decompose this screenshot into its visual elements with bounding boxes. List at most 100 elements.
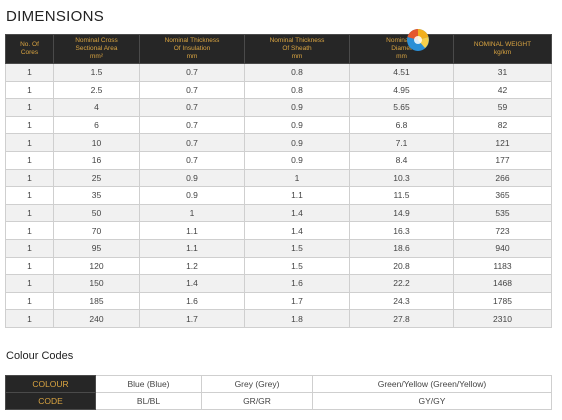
cell-sheath: 1 (244, 168, 350, 188)
cell-weight: 365 (453, 186, 552, 205)
cell-insulation: 0.7 (139, 115, 245, 135)
cell-insulation: 1.1 (139, 221, 245, 240)
cell-insulation: 1 (139, 203, 245, 223)
code-value: GR/GR (201, 392, 313, 410)
cell-diameter: 20.8 (349, 256, 454, 276)
cell-cross-section: 185 (53, 291, 140, 311)
cell-cores: 1 (5, 274, 54, 293)
cell-sheath: 0.9 (244, 115, 350, 135)
cell-weight: 535 (453, 203, 552, 223)
cell-sheath: 1.5 (244, 238, 350, 258)
cell-cross-section: 25 (53, 168, 140, 188)
cell-insulation: 1.4 (139, 274, 245, 293)
cell-diameter: 5.65 (349, 98, 454, 117)
cell-insulation: 1.7 (139, 309, 245, 328)
cell-diameter: 27.8 (349, 309, 454, 328)
cell-cross-section: 35 (53, 186, 140, 205)
cell-sheath: 0.8 (244, 80, 350, 100)
pie-badge-icon (407, 29, 429, 51)
header-nominal-weight: NOMINAL WEIGHT kg/km (453, 34, 552, 64)
cell-sheath: 1.5 (244, 256, 350, 276)
cell-cores: 1 (5, 256, 54, 276)
colour-codes-title: Colour Codes (6, 350, 74, 362)
cell-cross-section: 50 (53, 203, 140, 223)
cell-cross-section: 2.5 (53, 80, 140, 100)
cell-diameter: 7.1 (349, 133, 454, 152)
cell-cores: 1 (5, 150, 54, 170)
colour-codes-table: COLOUR Blue (Blue) Grey (Grey) Green/Yel… (5, 375, 552, 410)
cell-insulation: 0.7 (139, 63, 245, 82)
cell-cores: 1 (5, 186, 54, 205)
cell-cross-section: 95 (53, 238, 140, 258)
colour-value: Grey (Grey) (201, 375, 313, 393)
header-cores: No. Of Cores (5, 34, 54, 64)
cell-weight: 1468 (453, 274, 552, 293)
cell-cores: 1 (5, 80, 54, 100)
header-sheath-thickness: Nominal Thickness Of Sheath mm (244, 34, 350, 64)
table-row: 1 240 1.7 1.8 27.8 2310 (5, 309, 552, 328)
table-row: 1 4 0.7 0.9 5.65 59 (5, 98, 552, 117)
colour-value: Green/Yellow (Green/Yellow) (312, 375, 552, 393)
cell-diameter: 18.6 (349, 238, 454, 258)
cell-insulation: 1.2 (139, 256, 245, 276)
cell-insulation: 0.9 (139, 168, 245, 188)
cell-cross-section: 4 (53, 98, 140, 117)
cell-diameter: 6.8 (349, 115, 454, 135)
cell-cores: 1 (5, 115, 54, 135)
cell-sheath: 0.9 (244, 98, 350, 117)
cell-cross-section: 6 (53, 115, 140, 135)
cell-diameter: 14.9 (349, 203, 454, 223)
cell-cross-section: 70 (53, 221, 140, 240)
cell-weight: 2310 (453, 309, 552, 328)
cell-cross-section: 16 (53, 150, 140, 170)
cell-insulation: 0.7 (139, 80, 245, 100)
colour-label: COLOUR (5, 375, 96, 393)
cell-cores: 1 (5, 98, 54, 117)
cell-cores: 1 (5, 221, 54, 240)
table-row: 1 25 0.9 1 10.3 266 (5, 168, 552, 188)
cell-cores: 1 (5, 203, 54, 223)
cell-cores: 1 (5, 63, 54, 82)
code-value: BL/BL (95, 392, 202, 410)
cell-cross-section: 10 (53, 133, 140, 152)
cell-diameter: 8.4 (349, 150, 454, 170)
table-row: 1 35 0.9 1.1 11.5 365 (5, 186, 552, 205)
cell-diameter: 10.3 (349, 168, 454, 188)
table-row: 1 16 0.7 0.9 8.4 177 (5, 150, 552, 170)
cell-sheath: 0.8 (244, 63, 350, 82)
page-title: DIMENSIONS (6, 8, 105, 25)
dimensions-table-body: 1 1.5 0.7 0.8 4.51 31 1 2.5 0.7 0.8 4.95 42 1 4 0.7 0.9… (5, 63, 552, 328)
table-row: 1 50 1 1.4 14.9 535 (5, 203, 552, 223)
code-label: CODE (5, 392, 96, 410)
cell-diameter: 24.3 (349, 291, 454, 311)
cell-cores: 1 (5, 168, 54, 188)
cell-sheath: 1.7 (244, 291, 350, 311)
cell-insulation: 1.6 (139, 291, 245, 311)
cell-weight: 59 (453, 98, 552, 117)
cell-sheath: 1.8 (244, 309, 350, 328)
cell-sheath: 0.9 (244, 133, 350, 152)
cell-weight: 42 (453, 80, 552, 100)
cell-insulation: 0.7 (139, 150, 245, 170)
cell-insulation: 0.7 (139, 98, 245, 117)
cell-cores: 1 (5, 133, 54, 152)
cell-diameter: 11.5 (349, 186, 454, 205)
cell-cross-section: 1.5 (53, 63, 140, 82)
cell-weight: 31 (453, 63, 552, 82)
cell-cores: 1 (5, 309, 54, 328)
cell-weight: 723 (453, 221, 552, 240)
table-row: 1 10 0.7 0.9 7.1 121 (5, 133, 552, 152)
cell-cross-section: 150 (53, 274, 140, 293)
table-row: 1 150 1.4 1.6 22.2 1468 (5, 274, 552, 293)
cell-cores: 1 (5, 291, 54, 311)
header-insulation-thickness: Nominal Thickness Of Insulation mm (139, 34, 245, 64)
cell-weight: 1785 (453, 291, 552, 311)
cell-diameter: 22.2 (349, 274, 454, 293)
table-row: 1 185 1.6 1.7 24.3 1785 (5, 291, 552, 311)
colour-value: Blue (Blue) (95, 375, 202, 393)
cell-weight: 1183 (453, 256, 552, 276)
table-row: 1 2.5 0.7 0.8 4.95 42 (5, 80, 552, 100)
table-row: 1 1.5 0.7 0.8 4.51 31 (5, 63, 552, 82)
cell-sheath: 1.4 (244, 221, 350, 240)
dimensions-table: No. Of Cores Nominal Cross Sectional Area m… (5, 34, 552, 328)
